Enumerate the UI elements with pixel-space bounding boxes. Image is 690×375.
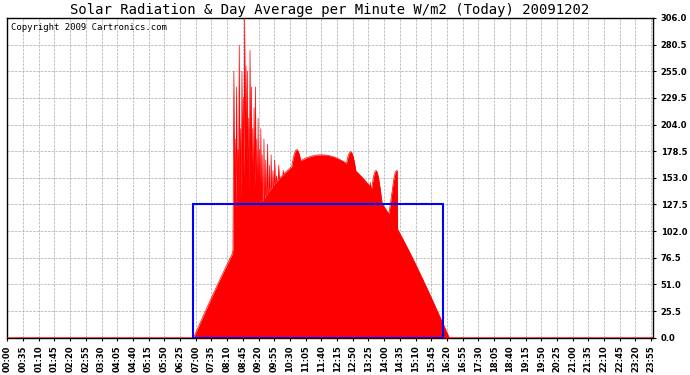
Bar — [193, 204, 442, 338]
Text: Copyright 2009 Cartronics.com: Copyright 2009 Cartronics.com — [10, 23, 166, 32]
Title: Solar Radiation & Day Average per Minute W/m2 (Today) 20091202: Solar Radiation & Day Average per Minute… — [70, 3, 590, 17]
